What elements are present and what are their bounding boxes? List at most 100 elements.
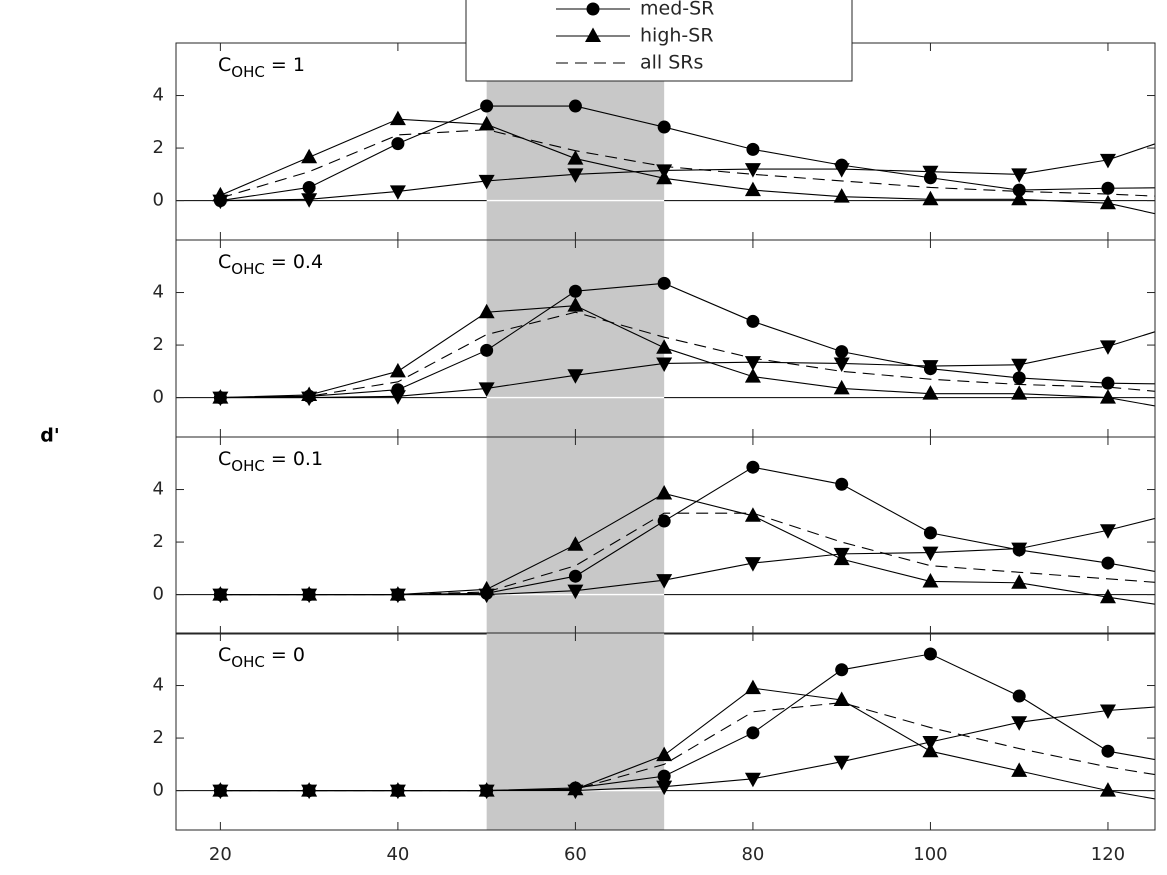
marker bbox=[1099, 389, 1116, 404]
marker bbox=[746, 142, 760, 156]
marker bbox=[744, 368, 761, 383]
series-line bbox=[220, 331, 1155, 399]
marker bbox=[1011, 385, 1028, 400]
marker bbox=[1101, 181, 1115, 195]
y-tick-label: 2 bbox=[153, 137, 164, 158]
x-tick-label: 60 bbox=[564, 844, 587, 865]
marker bbox=[656, 339, 673, 354]
panel-label-rest: = 0.4 bbox=[265, 251, 323, 273]
marker bbox=[833, 163, 850, 178]
panel-label-subscript: OHC bbox=[231, 260, 265, 278]
marker bbox=[568, 284, 582, 298]
marker bbox=[744, 507, 761, 522]
marker bbox=[833, 357, 850, 372]
marker bbox=[301, 391, 318, 407]
panel-label: COHC = 0.4 bbox=[218, 251, 323, 278]
marker bbox=[568, 569, 582, 583]
marker bbox=[922, 165, 939, 181]
marker bbox=[586, 2, 600, 16]
marker bbox=[391, 137, 405, 151]
marker bbox=[1011, 762, 1028, 777]
marker bbox=[923, 526, 937, 540]
marker bbox=[1099, 704, 1116, 719]
marker bbox=[567, 584, 584, 600]
marker bbox=[1012, 689, 1026, 703]
marker bbox=[923, 647, 937, 661]
marker bbox=[746, 726, 760, 740]
marker bbox=[656, 780, 673, 796]
x-tick-label: 100 bbox=[913, 844, 947, 865]
marker bbox=[1099, 782, 1116, 797]
panel-label-main: C bbox=[218, 644, 231, 666]
marker bbox=[478, 382, 495, 397]
panel-label-main: C bbox=[218, 448, 231, 470]
marker bbox=[922, 190, 939, 206]
x-tick-label: 120 bbox=[1091, 844, 1125, 865]
y-tick-label: 0 bbox=[153, 780, 164, 801]
marker bbox=[1011, 574, 1028, 589]
marker bbox=[1012, 183, 1026, 197]
marker bbox=[922, 385, 939, 400]
series-line bbox=[220, 512, 1155, 596]
marker bbox=[656, 484, 673, 500]
panel-label-subscript: OHC bbox=[231, 653, 265, 671]
marker bbox=[744, 557, 761, 572]
marker bbox=[1011, 168, 1028, 183]
marker bbox=[301, 784, 318, 800]
marker bbox=[1101, 376, 1115, 390]
marker bbox=[389, 784, 406, 800]
marker bbox=[744, 772, 761, 788]
marker bbox=[389, 362, 406, 378]
x-tick-label: 80 bbox=[741, 844, 764, 865]
marker bbox=[744, 679, 761, 695]
marker bbox=[1099, 524, 1116, 539]
panel-label-rest: = 0 bbox=[265, 644, 305, 666]
panel-label-rest: = 0.1 bbox=[265, 448, 323, 470]
panel-label: COHC = 0 bbox=[218, 644, 305, 671]
y-tick-label: 4 bbox=[153, 282, 164, 303]
marker bbox=[567, 784, 584, 800]
marker bbox=[656, 357, 673, 372]
marker bbox=[585, 27, 601, 42]
series-line bbox=[220, 305, 1155, 407]
legend: med-SR high-SR all SRs bbox=[465, 0, 853, 82]
marker bbox=[1101, 744, 1115, 758]
marker bbox=[922, 572, 939, 588]
marker bbox=[389, 110, 406, 126]
marker bbox=[833, 547, 850, 563]
marker bbox=[212, 194, 229, 210]
y-axis-label: d' bbox=[40, 425, 59, 447]
shaded-region bbox=[486, 240, 665, 437]
series-line bbox=[220, 118, 1155, 215]
series-line bbox=[220, 653, 1155, 792]
marker bbox=[656, 746, 673, 762]
marker bbox=[478, 174, 495, 190]
marker bbox=[480, 99, 494, 113]
legend-label: high-SR bbox=[640, 25, 714, 47]
marker bbox=[835, 345, 849, 359]
series-line bbox=[220, 143, 1155, 202]
marker bbox=[1011, 190, 1028, 206]
y-tick-label: 2 bbox=[153, 531, 164, 552]
marker bbox=[656, 574, 673, 589]
marker bbox=[746, 314, 760, 328]
marker bbox=[1012, 371, 1026, 385]
marker bbox=[746, 460, 760, 474]
series-line bbox=[220, 311, 1155, 399]
panel-label: COHC = 0.1 bbox=[218, 448, 323, 475]
series-line bbox=[220, 282, 1155, 399]
marker bbox=[744, 181, 761, 197]
shaded-region bbox=[486, 437, 665, 634]
axes-frame bbox=[175, 436, 1156, 635]
series-line bbox=[220, 702, 1155, 792]
x-tick-label: 40 bbox=[386, 844, 409, 865]
series-line bbox=[220, 517, 1155, 596]
marker bbox=[833, 188, 850, 203]
marker bbox=[212, 391, 229, 407]
marker bbox=[744, 163, 761, 178]
marker bbox=[835, 477, 849, 491]
marker bbox=[478, 115, 495, 131]
axes-frame bbox=[175, 632, 1156, 831]
